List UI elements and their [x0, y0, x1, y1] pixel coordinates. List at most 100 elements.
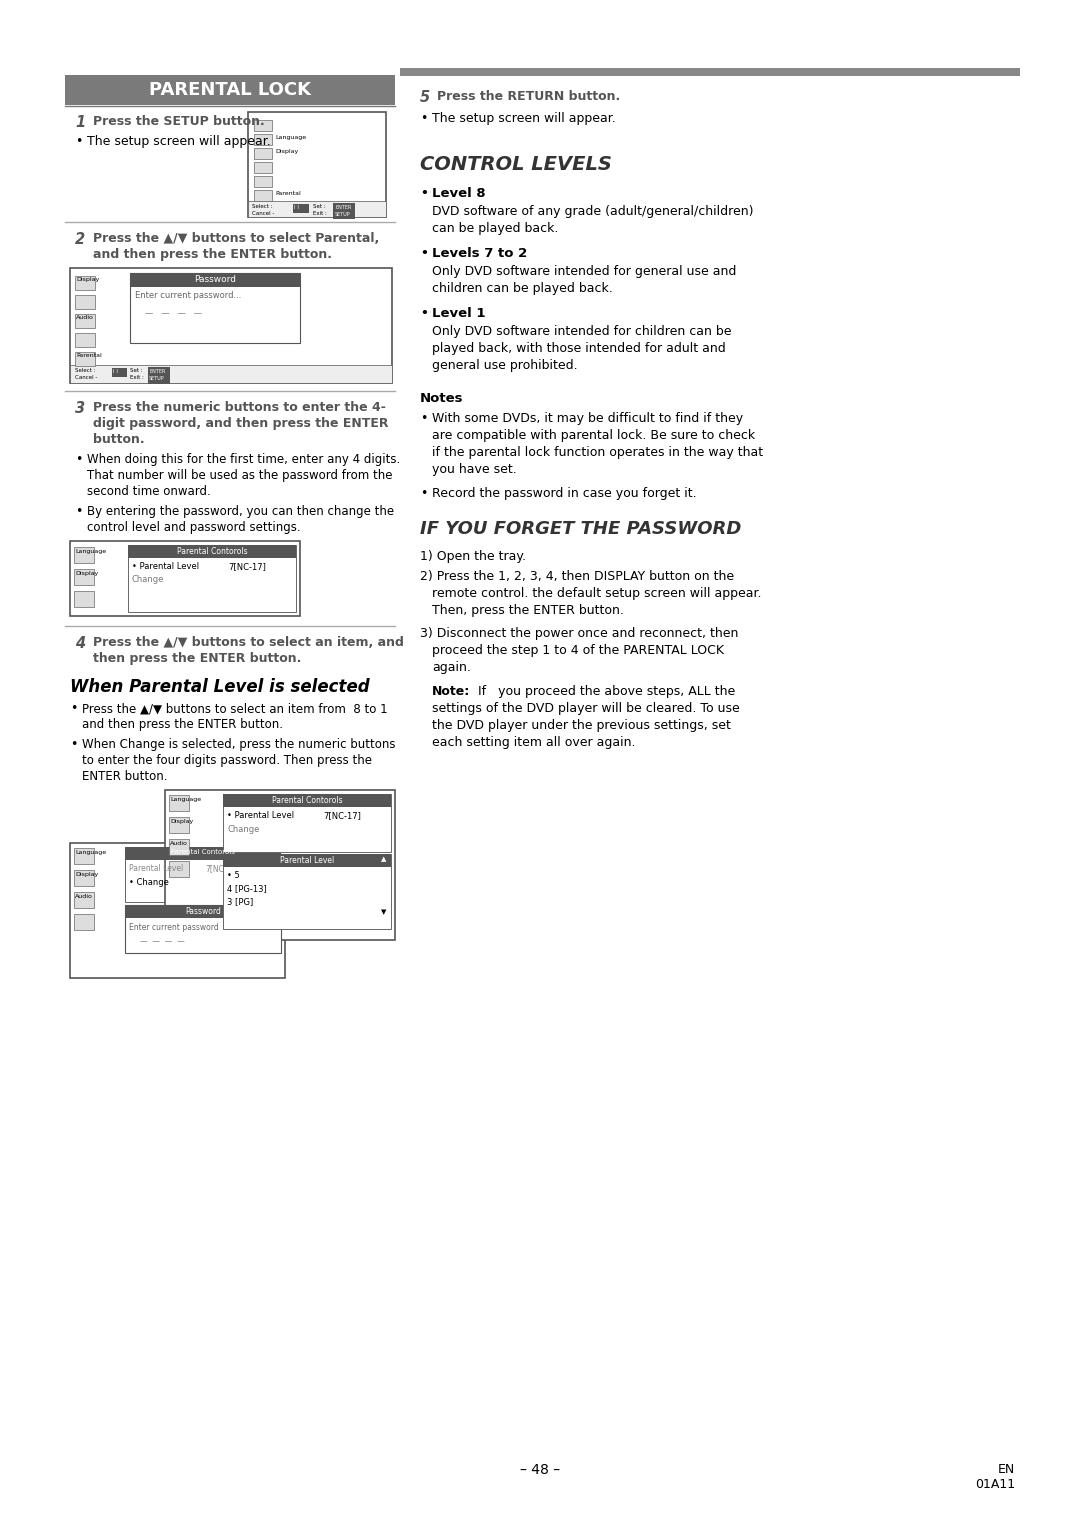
Text: By entering the password, you can then change the: By entering the password, you can then c…: [87, 504, 394, 518]
Text: If   you proceed the above steps, ALL the: If you proceed the above steps, ALL the: [470, 685, 735, 698]
Text: Change: Change: [132, 575, 164, 584]
Text: •: •: [420, 307, 428, 319]
Text: —  —  —  —: — — — —: [140, 937, 185, 946]
Text: ▲: ▲: [381, 856, 387, 862]
Bar: [75, 869, 94, 886]
Text: 1) Open the tray.: 1) Open the tray.: [420, 550, 526, 562]
Bar: [254, 134, 272, 145]
Text: the DVD player under the previous settings, set: the DVD player under the previous settin…: [432, 720, 731, 732]
Text: 2: 2: [75, 232, 85, 248]
Bar: [254, 162, 272, 173]
Bar: [70, 365, 392, 384]
Text: digit password, and then press the ENTER: digit password, and then press the ENTER: [93, 417, 389, 429]
Bar: [333, 203, 355, 212]
Text: can be played back.: can be played back.: [432, 222, 558, 235]
Text: and then press the ENTER button.: and then press the ENTER button.: [93, 248, 332, 261]
Text: Only DVD software intended for general use and: Only DVD software intended for general u…: [432, 264, 737, 278]
Bar: [70, 843, 285, 978]
Text: then press the ENTER button.: then press the ENTER button.: [93, 652, 301, 665]
Text: Password: Password: [194, 275, 237, 284]
Text: proceed the step 1 to 4 of the PARENTAL LOCK: proceed the step 1 to 4 of the PARENTAL …: [432, 643, 724, 657]
Text: Display: Display: [75, 571, 98, 576]
Text: and then press the ENTER button.: and then press the ENTER button.: [82, 718, 283, 730]
Text: Display: Display: [170, 819, 193, 824]
Text: When Parental Level is selected: When Parental Level is selected: [70, 678, 369, 695]
Text: Enter current password: Enter current password: [129, 923, 219, 932]
Text: Language: Language: [75, 850, 106, 856]
Text: remote control. the default setup screen will appear.: remote control. the default setup screen…: [432, 587, 761, 601]
Bar: [293, 205, 309, 212]
Text: Parental Contorols: Parental Contorols: [272, 796, 342, 805]
Text: 7[NC-17]: 7[NC-17]: [228, 562, 266, 571]
Bar: [75, 351, 95, 367]
Text: Press the numeric buttons to enter the 4-: Press the numeric buttons to enter the 4…: [93, 400, 386, 414]
Bar: [125, 905, 281, 953]
Text: •: •: [420, 413, 428, 425]
Bar: [222, 854, 391, 866]
Text: general use prohibited.: general use prohibited.: [432, 359, 578, 371]
Text: ENTER button.: ENTER button.: [82, 770, 167, 782]
Bar: [130, 274, 300, 287]
Text: •: •: [75, 504, 82, 518]
Bar: [75, 591, 94, 607]
Text: • 5: • 5: [227, 871, 240, 880]
Text: ENTER: ENTER: [335, 205, 351, 209]
Bar: [125, 847, 281, 902]
Text: Language: Language: [170, 798, 201, 802]
Text: Level 1: Level 1: [432, 307, 486, 319]
Text: control level and password settings.: control level and password settings.: [87, 521, 300, 533]
Text: Display: Display: [76, 277, 99, 283]
Bar: [400, 69, 1020, 76]
Text: PARENTAL LOCK: PARENTAL LOCK: [149, 81, 311, 99]
Text: 3: 3: [75, 400, 85, 416]
Text: That number will be used as the password from the: That number will be used as the password…: [87, 469, 392, 481]
Bar: [222, 854, 391, 929]
Bar: [168, 795, 189, 811]
Bar: [248, 202, 386, 217]
Bar: [75, 295, 95, 309]
Bar: [75, 333, 95, 347]
Bar: [168, 817, 189, 833]
Bar: [222, 795, 391, 807]
Text: Parental Level: Parental Level: [280, 856, 334, 865]
Text: 1: 1: [75, 115, 85, 130]
Text: Note:: Note:: [432, 685, 470, 698]
Bar: [130, 274, 300, 342]
Bar: [333, 209, 355, 219]
Bar: [75, 914, 94, 931]
Text: I I: I I: [113, 368, 118, 374]
Text: Record the password in case you forget it.: Record the password in case you forget i…: [432, 487, 697, 500]
Text: settings of the DVD player will be cleared. To use: settings of the DVD player will be clear…: [432, 701, 740, 715]
Bar: [248, 112, 386, 217]
Text: you have set.: you have set.: [432, 463, 516, 477]
Bar: [254, 148, 272, 159]
Text: •: •: [75, 452, 82, 466]
Text: Enter current password...: Enter current password...: [135, 290, 241, 299]
Text: 4 [PG-13]: 4 [PG-13]: [227, 885, 267, 892]
Bar: [222, 795, 391, 853]
Bar: [129, 545, 296, 613]
Text: 3 [PG]: 3 [PG]: [227, 897, 253, 906]
Text: • Parental Level: • Parental Level: [132, 562, 199, 571]
Text: Press the ▲/▼ buttons to select an item, and: Press the ▲/▼ buttons to select an item,…: [93, 636, 404, 649]
Text: children can be played back.: children can be played back.: [432, 283, 612, 295]
Text: Set :: Set :: [130, 368, 143, 373]
Text: EN: EN: [998, 1462, 1015, 1476]
Bar: [168, 860, 189, 877]
Text: 01A11: 01A11: [975, 1478, 1015, 1491]
Text: Language: Language: [75, 549, 106, 555]
Text: —   —   —   —: — — — —: [145, 309, 202, 318]
Bar: [70, 267, 392, 384]
Bar: [125, 847, 281, 860]
Text: DVD software of any grade (adult/general/children): DVD software of any grade (adult/general…: [432, 205, 754, 219]
Text: Language: Language: [275, 134, 306, 141]
Text: 2) Press the 1, 2, 3, 4, then DISPLAY button on the: 2) Press the 1, 2, 3, 4, then DISPLAY bu…: [420, 570, 734, 584]
Text: SETUP: SETUP: [335, 211, 351, 217]
Text: •: •: [70, 701, 78, 715]
Text: CONTROL LEVELS: CONTROL LEVELS: [420, 154, 612, 174]
Bar: [75, 277, 95, 290]
Text: 5: 5: [420, 90, 430, 105]
Text: •: •: [420, 186, 428, 200]
Bar: [75, 568, 94, 585]
Text: 7[NC-17]: 7[NC-17]: [205, 863, 240, 872]
